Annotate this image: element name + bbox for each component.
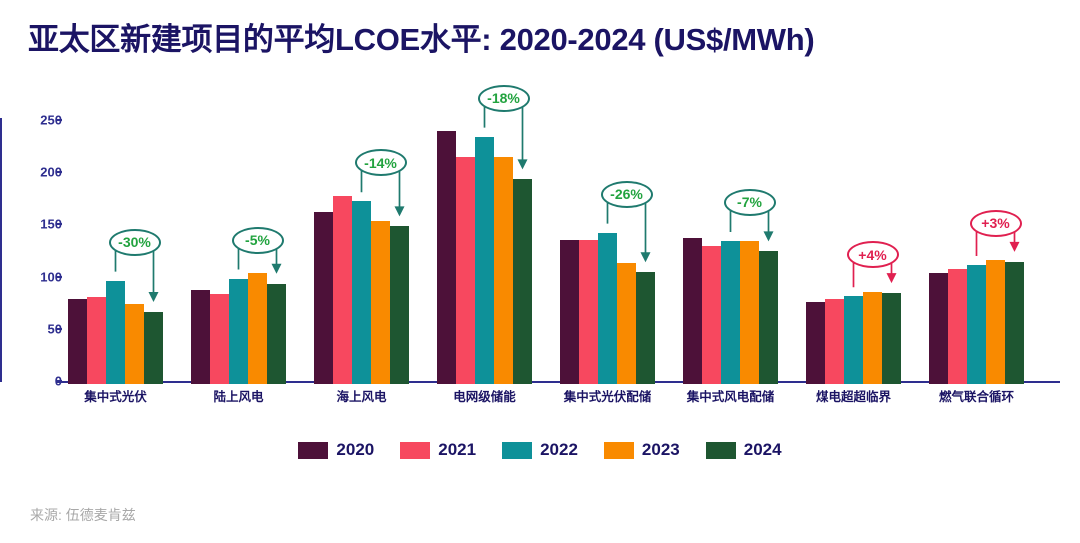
y-axis-tick-label: 100 — [40, 269, 62, 285]
legend-swatch-icon — [705, 441, 736, 459]
bar-2021 — [333, 196, 352, 384]
bar-2021 — [456, 157, 475, 384]
bar-2021 — [825, 299, 844, 384]
bar-2020 — [437, 131, 456, 384]
bar-2021 — [87, 297, 106, 384]
legend-label: 2024 — [743, 440, 782, 459]
category-label: 陆上风电 — [213, 390, 264, 404]
category-label: 燃气联合循环 — [938, 390, 1015, 404]
y-axis-tick-mark — [56, 327, 62, 330]
bar-2024 — [636, 272, 655, 384]
bar-2024 — [144, 311, 163, 384]
bar-group — [560, 120, 655, 384]
bar-2024 — [882, 293, 901, 384]
bar-group — [191, 120, 286, 384]
legend-swatch-icon — [298, 441, 329, 459]
bar-2024 — [759, 251, 778, 384]
bar-2020 — [314, 211, 333, 384]
y-axis-tick-mark — [56, 275, 62, 278]
legend-item[interactable]: 2023 — [603, 440, 680, 460]
legend-item[interactable]: 2020 — [298, 440, 374, 460]
bar-2021 — [702, 246, 721, 384]
bar-2023 — [863, 292, 882, 384]
bar-2021 — [948, 269, 967, 384]
bar-2022 — [352, 201, 371, 384]
y-axis-line — [0, 118, 2, 382]
legend-swatch-icon — [603, 441, 634, 459]
bar-2022 — [721, 240, 740, 384]
category-label: 集中式光伏 — [84, 390, 147, 404]
category-label: 电网级储能 — [453, 390, 516, 404]
category-label: 煤电超超临界 — [815, 390, 892, 404]
bar-2023 — [248, 273, 267, 384]
bar-2022 — [967, 264, 986, 384]
bar-2020 — [191, 290, 210, 384]
bar-2022 — [106, 280, 125, 384]
callout-percent-label: -18% — [477, 84, 530, 112]
chart-legend: 2020 2021 2022 2023 2024 — [0, 440, 1080, 460]
bar-2020 — [683, 237, 702, 384]
bar-2022 — [844, 296, 863, 384]
category-label: 集中式光伏配储 — [563, 390, 652, 404]
legend-label: 2022 — [540, 440, 578, 459]
bar-group — [314, 120, 409, 384]
legend-item[interactable]: 2024 — [705, 440, 782, 460]
y-axis-tick-mark — [56, 223, 62, 226]
y-axis-tick-label: 250 — [40, 112, 62, 128]
bar-2023 — [494, 157, 513, 384]
legend-item[interactable]: 2022 — [502, 440, 578, 460]
bar-2024 — [1005, 261, 1024, 384]
x-axis-line — [56, 381, 1060, 383]
bar-2022 — [229, 278, 248, 384]
source-note: 来源: 伍德麦肯兹 — [30, 507, 136, 523]
y-axis-tick-mark — [56, 171, 62, 174]
legend-swatch-icon — [400, 441, 431, 459]
y-axis-tick-mark — [56, 119, 62, 121]
bar-2024 — [267, 283, 286, 384]
bar-group — [683, 120, 778, 384]
bar-group — [929, 120, 1024, 384]
category-label: 海上风电 — [336, 390, 387, 404]
bar-2022 — [475, 136, 494, 384]
legend-label: 2020 — [336, 440, 375, 459]
bar-2022 — [598, 232, 617, 384]
bar-2023 — [125, 303, 144, 384]
y-axis-tick-label: 200 — [40, 164, 62, 180]
bar-group — [68, 120, 163, 384]
bar-group — [437, 120, 532, 384]
legend-item[interactable]: 2021 — [400, 440, 476, 460]
bar-2020 — [560, 239, 579, 384]
category-label: 集中式风电配储 — [686, 390, 775, 404]
bar-2021 — [210, 294, 229, 384]
bar-2020 — [929, 273, 948, 384]
bar-2020 — [806, 301, 825, 384]
bar-2024 — [513, 179, 532, 384]
legend-label: 2023 — [641, 440, 680, 459]
y-axis-tick-label: 50 — [47, 321, 62, 337]
legend-swatch-icon — [502, 441, 533, 459]
y-axis-tick-mark — [56, 380, 62, 382]
bar-2020 — [68, 299, 87, 384]
bar-2023 — [617, 262, 636, 384]
page-title: 亚太区新建项目的平均LCOE水平: 2020-2024 (US$/MWh) — [28, 22, 815, 57]
bar-2023 — [371, 221, 390, 384]
bar-group — [806, 120, 901, 384]
y-axis-tick-label: 150 — [40, 216, 62, 232]
bar-2024 — [390, 226, 409, 384]
legend-label: 2021 — [438, 440, 477, 459]
bar-2023 — [986, 259, 1005, 384]
bar-2021 — [579, 239, 598, 384]
bar-2023 — [740, 240, 759, 384]
y-axis-tick-label: 0 — [0, 374, 62, 389]
